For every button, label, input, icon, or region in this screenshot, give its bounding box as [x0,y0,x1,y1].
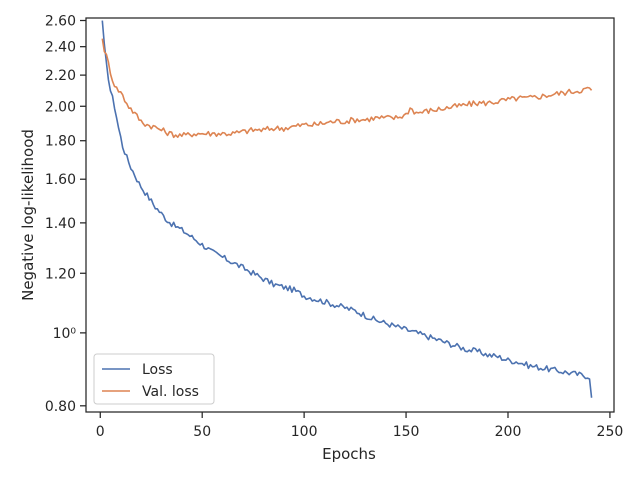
y-tick-label: 10⁰ [53,326,77,342]
legend: Loss Val. loss [93,353,215,405]
y-tick-label: 2.40 [45,40,76,56]
x-axis-label: Epochs [322,445,376,463]
x-tick-label: 250 [597,424,624,440]
y-axis-label: Negative log-likelihood [19,129,37,301]
plot-frame [85,17,615,413]
y-tick-label: 2.00 [45,99,76,115]
x-tick-label: 50 [193,424,211,440]
x-tick-label: 0 [96,424,105,440]
legend-label-val-loss: Val. loss [142,384,199,400]
x-tick-label: 100 [291,424,318,440]
series-line-loss [101,20,593,398]
y-tick-label: 1.20 [45,266,76,282]
series-layer [101,20,593,398]
y-tick-label: 1.40 [45,216,76,232]
x-axis: 0 50 100 150 200 250 [96,412,623,440]
y-tick-label: 1.60 [45,172,76,188]
x-tick-label: 200 [495,424,522,440]
series-line-val-loss [101,38,593,139]
y-tick-label: 2.20 [45,68,76,84]
legend-label-loss: Loss [142,362,173,378]
y-axis: 0.80 10⁰ 1.20 1.40 1.60 1.80 2.00 2.20 2.40 2.60 [45,14,86,415]
y-tick-label: 0.80 [45,399,76,415]
y-tick-label: 1.80 [45,134,76,150]
y-tick-label: 2.60 [45,14,76,30]
x-tick-label: 150 [393,424,420,440]
